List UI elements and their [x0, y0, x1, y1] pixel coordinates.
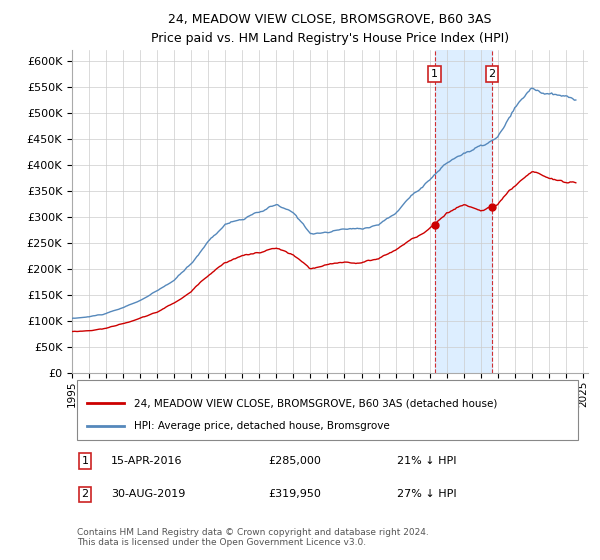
- Text: 15-APR-2016: 15-APR-2016: [110, 456, 182, 466]
- Title: 24, MEADOW VIEW CLOSE, BROMSGROVE, B60 3AS
Price paid vs. HM Land Registry's Hou: 24, MEADOW VIEW CLOSE, BROMSGROVE, B60 3…: [151, 13, 509, 45]
- Text: 30-AUG-2019: 30-AUG-2019: [110, 489, 185, 500]
- Text: 2: 2: [488, 69, 496, 79]
- Text: £319,950: £319,950: [268, 489, 321, 500]
- Text: 1: 1: [431, 69, 438, 79]
- Text: Contains HM Land Registry data © Crown copyright and database right 2024.
This d: Contains HM Land Registry data © Crown c…: [77, 528, 429, 547]
- Text: 24, MEADOW VIEW CLOSE, BROMSGROVE, B60 3AS (detached house): 24, MEADOW VIEW CLOSE, BROMSGROVE, B60 3…: [134, 398, 497, 408]
- Text: HPI: Average price, detached house, Bromsgrove: HPI: Average price, detached house, Brom…: [134, 421, 389, 431]
- Text: 1: 1: [82, 456, 88, 466]
- Text: 27% ↓ HPI: 27% ↓ HPI: [397, 489, 457, 500]
- Text: 2: 2: [82, 489, 88, 500]
- FancyBboxPatch shape: [77, 380, 578, 440]
- Bar: [434, 50, 492, 373]
- Text: £285,000: £285,000: [268, 456, 321, 466]
- Text: 21% ↓ HPI: 21% ↓ HPI: [397, 456, 457, 466]
